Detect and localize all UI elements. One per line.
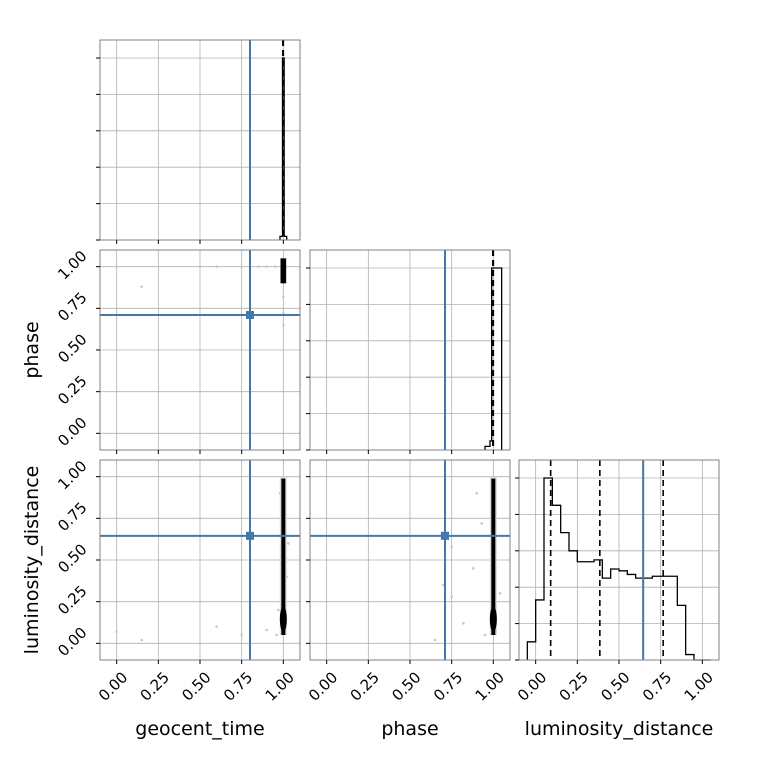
xtick-label-geocent_time-4: 1.00 [262, 668, 298, 704]
scatter-panel-phase-vs-geocent_time-sample-point-6 [273, 265, 277, 268]
ytick-label-phase-2: 0.50 [54, 330, 90, 366]
scatter-panel-luminosity_distance-vs-geocent_time-sample-point-8 [287, 542, 290, 545]
ytick-label-luminosity_distance-2: 0.50 [54, 540, 90, 576]
scatter-panel-luminosity_distance-vs-geocent_time-truth-marker [246, 531, 254, 540]
xtick-label-luminosity_distance-1: 0.25 [556, 668, 592, 704]
xtick-label-luminosity_distance-0: 0.00 [514, 668, 550, 704]
scatter-panel-luminosity_distance-vs-geocent_time-sample-point-0 [115, 630, 118, 633]
ticks-layer [96, 57, 703, 664]
scatter-panel-luminosity_distance-vs-phase-sample-point-0 [450, 595, 453, 598]
grid-layer [100, 40, 719, 660]
xaxis-label-phase: phase [381, 718, 438, 740]
xtick-label-phase-0: 0.00 [305, 668, 341, 704]
ytick-label-luminosity_distance-0: 0.00 [54, 624, 90, 660]
ytick-label-phase-1: 0.25 [54, 372, 90, 408]
scatter-panel-phase-vs-geocent_time-sample-point-5 [265, 265, 268, 268]
scatter-panel-phase-vs-geocent_time-sample-point-7 [282, 295, 285, 298]
scatter-panel-luminosity_distance-vs-phase-sample-point-6 [483, 633, 487, 637]
xaxis-label-luminosity_distance: luminosity_distance [525, 718, 714, 740]
hist-panel-geocent_time-histogram-line [279, 57, 288, 240]
xtick-label-luminosity_distance-3: 0.75 [639, 668, 675, 704]
scatter-panel-luminosity_distance-vs-phase-sample-point-4 [472, 567, 475, 570]
scatter-panel-luminosity_distance-vs-geocent_time-sample-point-2 [215, 625, 218, 628]
xtick-label-geocent_time-0: 0.00 [95, 668, 131, 704]
scatter-panel-luminosity_distance-vs-phase-sample-point-8 [498, 592, 502, 595]
scatter-panel-phase-vs-geocent_time-sample-point-4 [257, 265, 260, 268]
scatter-panel-luminosity_distance-vs-geocent_time-density-core [279, 606, 287, 632]
xtick-label-luminosity_distance-4: 1.00 [681, 668, 717, 704]
scatter-panel-luminosity_distance-vs-geocent_time-sample-point-4 [265, 628, 268, 632]
scatter-panel-luminosity_distance-vs-geocent_time-sample-point-3 [240, 633, 243, 637]
ytick-label-luminosity_distance-3: 0.75 [54, 499, 90, 535]
xtick-label-phase-3: 0.75 [430, 668, 466, 704]
xtick-label-phase-1: 0.25 [347, 668, 383, 704]
scatter-panel-phase-vs-geocent_time-sample-point-2 [215, 265, 218, 268]
xaxis-label-geocent_time: geocent_time [135, 718, 264, 740]
scatter-panel-phase-vs-geocent_time-density-core [280, 258, 287, 284]
yaxis-label-luminosity_distance: luminosity_distance [21, 466, 43, 655]
hist-panel-phase-histogram-line [484, 267, 503, 450]
scatter-panel-phase-vs-geocent_time-truth-marker [246, 311, 254, 319]
scatter-panel-luminosity_distance-vs-phase-sample-point-3 [462, 622, 465, 625]
scatter-panel-luminosity_distance-vs-phase-sample-point-1 [442, 583, 445, 587]
scatter-panel-luminosity_distance-vs-phase-sample-point-9 [433, 638, 437, 642]
labels-layer: 0.000.250.500.751.000.000.250.500.751.00… [21, 247, 717, 740]
ytick-label-phase-0: 0.00 [54, 414, 90, 450]
yaxis-label-phase: phase [21, 321, 43, 378]
scatter-panel-phase-vs-geocent_time-sample-point-1 [140, 285, 143, 288]
scatter-panel-luminosity_distance-vs-geocent_time-sample-point-7 [277, 608, 280, 612]
ytick-label-phase-4: 1.00 [54, 247, 90, 283]
scatter-panel-luminosity_distance-vs-phase-sample-point-5 [480, 522, 483, 525]
scatter-panel-luminosity_distance-vs-geocent_time-sample-point-1 [140, 638, 143, 642]
xtick-label-geocent_time-2: 0.50 [178, 668, 214, 704]
scatter-panel-phase-vs-geocent_time-sample-point-3 [240, 265, 243, 268]
scatter-panel-phase-vs-geocent_time-sample-point-8 [282, 312, 285, 315]
ytick-label-luminosity_distance-1: 0.25 [54, 582, 90, 618]
scatter-panel-luminosity_distance-vs-phase-sample-point-2 [450, 545, 453, 548]
xtick-label-phase-2: 0.50 [388, 668, 424, 704]
xtick-label-phase-4: 1.00 [472, 668, 508, 704]
scatter-panel-luminosity_distance-vs-phase-truth-marker [441, 531, 449, 540]
scatter-panel-luminosity_distance-vs-geocent_time-sample-point-9 [275, 633, 278, 637]
ytick-label-luminosity_distance-4: 1.00 [54, 457, 90, 493]
hist-panel-luminosity_distance-histogram-line [526, 477, 711, 661]
ytick-label-phase-3: 0.75 [54, 289, 90, 325]
scatter-panel-luminosity_distance-vs-phase-density-core [489, 606, 497, 632]
scatter-panel-phase-vs-geocent_time-sample-point-0 [115, 265, 118, 268]
scatter-panel-luminosity_distance-vs-phase-sample-point-7 [475, 492, 478, 495]
data-layer [100, 40, 711, 661]
xtick-label-geocent_time-1: 0.25 [137, 668, 173, 704]
xtick-label-luminosity_distance-2: 0.50 [597, 668, 633, 704]
scatter-panel-phase-vs-geocent_time-sample-point-9 [282, 323, 285, 327]
xtick-label-geocent_time-3: 0.75 [220, 668, 256, 704]
